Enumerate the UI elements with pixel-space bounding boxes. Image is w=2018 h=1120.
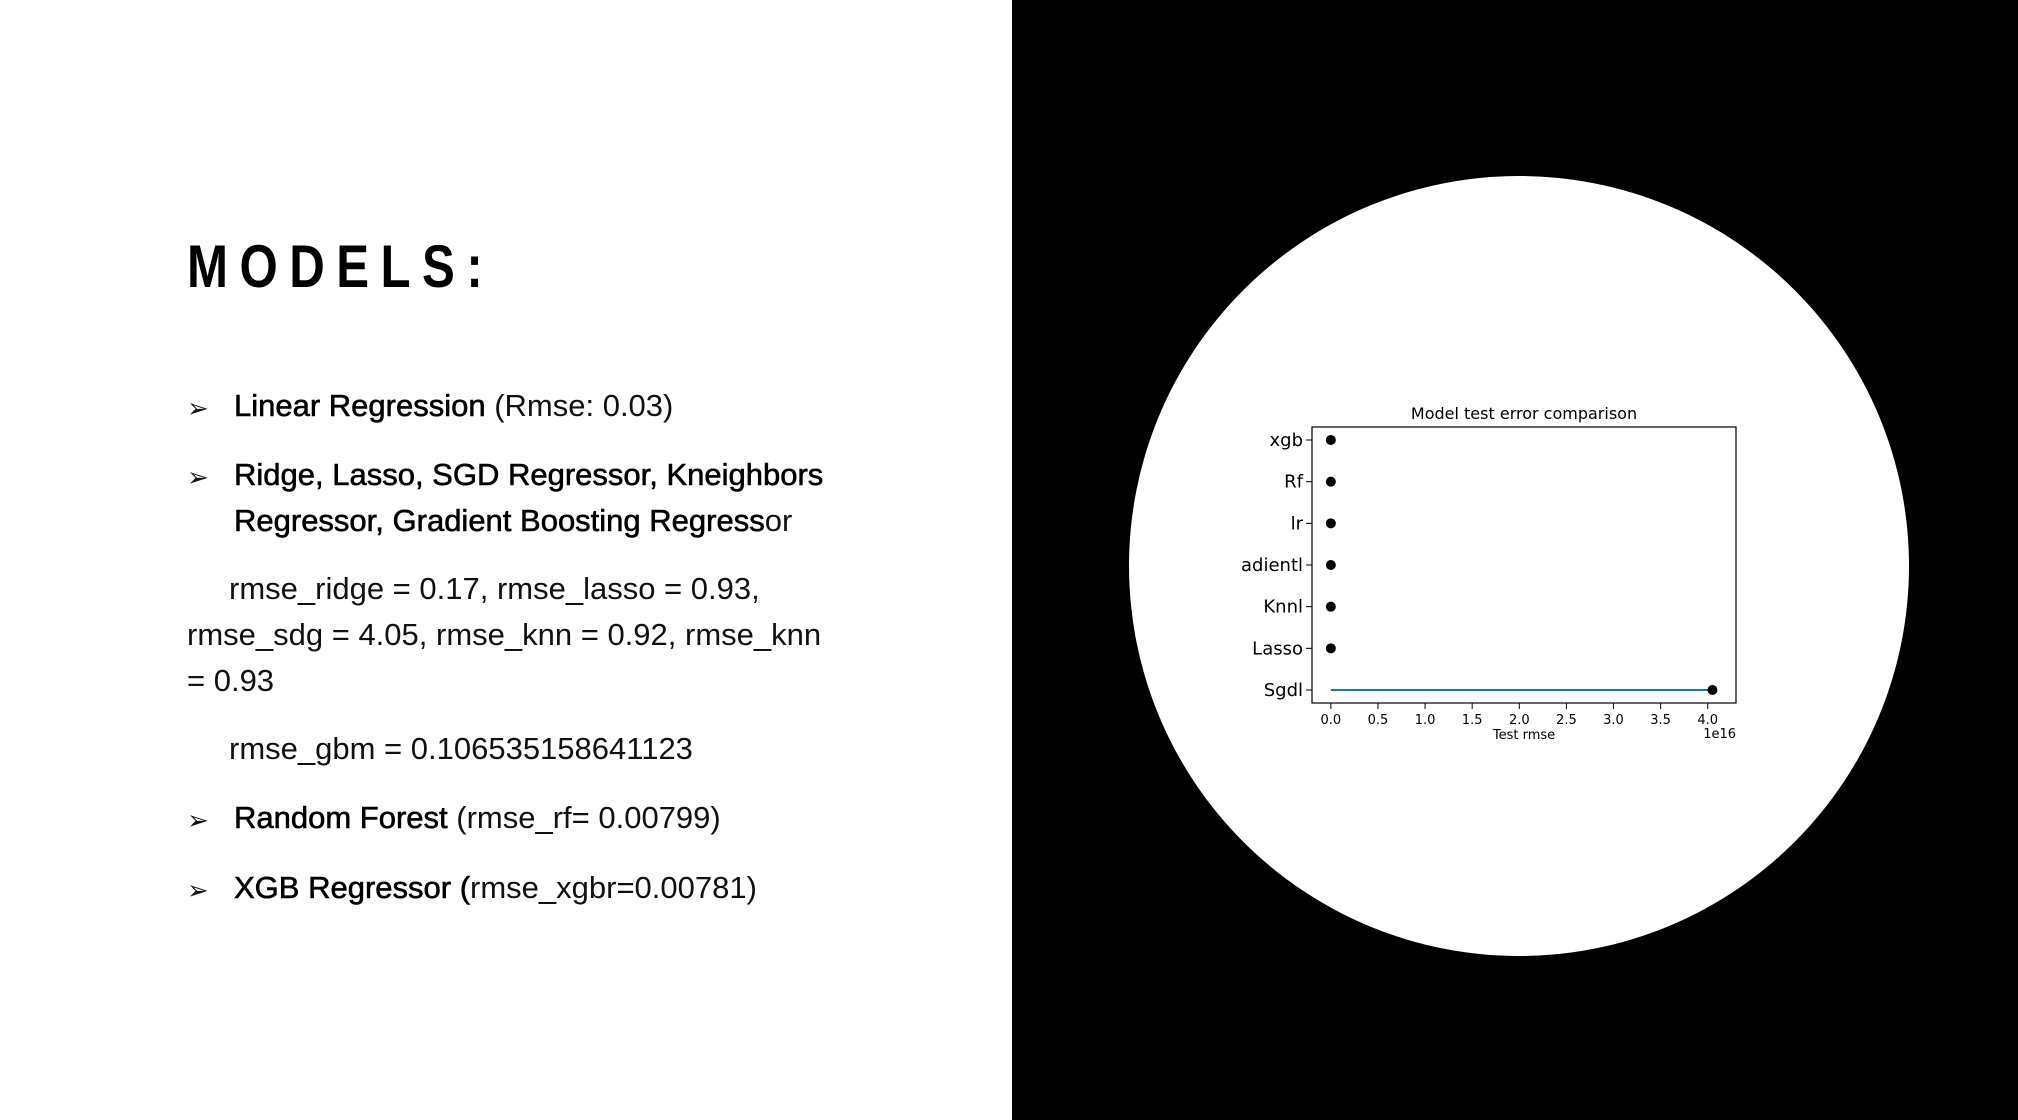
y-tick-label: Knnl [1263,597,1303,618]
x-tick-label: 0.5 [1368,713,1389,728]
y-tick-label: adientl [1241,555,1303,576]
data-point [1325,476,1336,487]
chart-title: Model test error comparison [1411,404,1637,423]
page-title: MODELS: [187,233,495,300]
bullet-arrow-icon: ➢ [187,393,209,423]
data-point [1707,685,1718,695]
data-point [1325,435,1336,445]
rmse-line-2: rmse_sdg = 4.05, rmse_knn = 0.92, rmse_k… [187,617,822,652]
list-item-linear-regression: Linear Regression (Rmse: 0.03) [234,388,674,424]
x-tick-label: 1.5 [1462,713,1483,728]
x-tick-label: 2.0 [1509,713,1530,728]
x-tick-label: 0.0 [1321,713,1342,728]
y-tick-label: Lasso [1252,638,1303,659]
rmse-line-1: rmse_ridge = 0.17, rmse_lasso = 0.93, [229,571,760,606]
plot-area [1311,426,1737,704]
x-tick-label: 2.5 [1556,713,1577,728]
data-point [1325,601,1336,612]
x-axis-offset-label: 1e16 [1703,727,1736,742]
right-panel: Model test error comparison xgb Rf lr adien… [1012,0,2018,1120]
bullet-arrow-icon: ➢ [187,462,209,492]
data-point [1325,643,1336,654]
x-tick-label: 1.0 [1415,713,1436,728]
bullet-arrow-icon: ➢ [187,805,209,835]
list-item-xgb: XGB Regressor (rmse_xgbr=0.00781) [234,870,757,906]
list-item-ridge-lasso: Ridge, Lasso, SGD Regressor, Kneighbors … [234,457,824,539]
y-axis: xgb Rf lr adientl Knnl Lasso Sgdl [1241,430,1312,701]
series [1325,435,1718,695]
list-item-random-forest: Random Forest (rmse_rf= 0.00799) [234,800,721,836]
y-tick-label: lr [1291,513,1304,534]
data-point [1325,560,1336,570]
model-error-chart: Model test error comparison xgb Rf lr adien… [1241,404,1737,743]
left-panel: MODELS: ➢ Linear Regression (Rmse: 0.03)… [187,233,824,906]
x-tick-label: 3.0 [1603,713,1624,728]
rmse-line-3: = 0.93 [187,663,275,698]
rmse-gbm-line: rmse_gbm = 0.106535158641123 [229,731,693,766]
data-point [1325,518,1336,529]
bullet-arrow-icon: ➢ [187,875,209,905]
y-tick-label: Rf [1284,472,1304,493]
y-tick-label: xgb [1269,430,1303,451]
x-axis-label: Test rmse [1492,728,1555,743]
chart-circle-frame: Model test error comparison xgb Rf lr adien… [1129,176,1909,956]
x-tick-label: 3.5 [1650,713,1671,728]
x-axis: 0.0 0.5 1.0 1.5 2.0 2.5 3.0 3.5 4.0 [1321,703,1718,728]
x-tick-label: 4.0 [1697,713,1718,728]
y-tick-label: Sgdl [1264,680,1303,701]
